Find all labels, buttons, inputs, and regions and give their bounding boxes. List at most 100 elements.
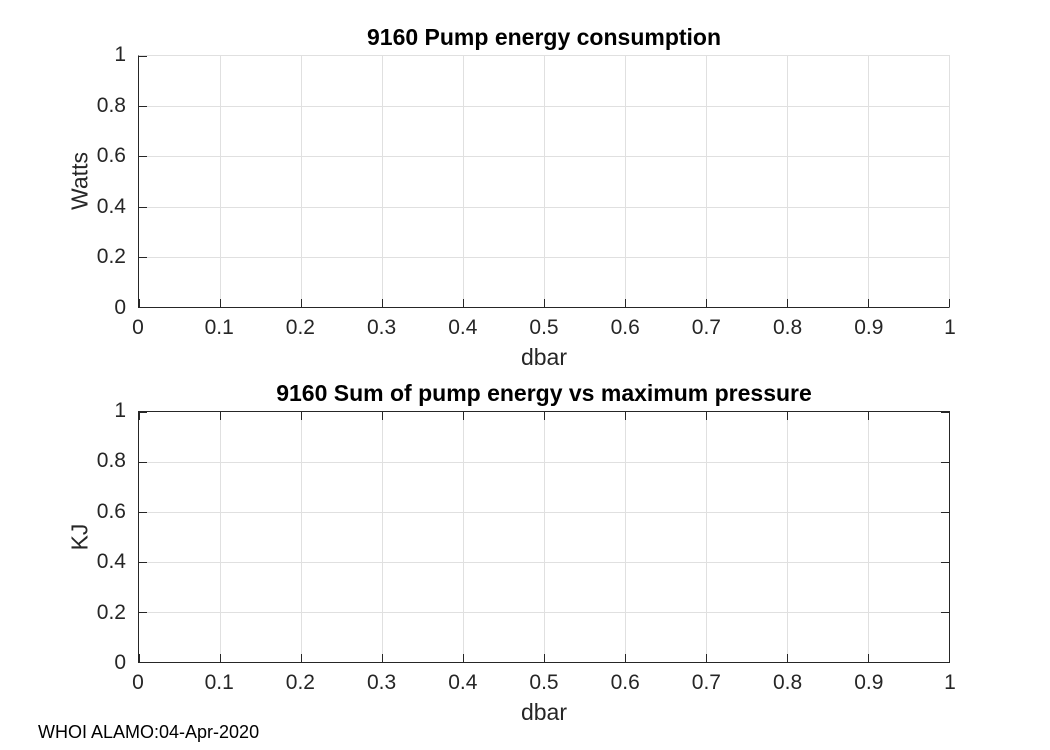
x-tick-mark [706, 412, 707, 420]
y-tick-mark [139, 307, 147, 308]
y-tick-mark [139, 106, 147, 108]
y-gridline [139, 512, 949, 513]
x-gridline [382, 412, 383, 662]
x-tick-label: 1 [944, 316, 956, 339]
x-gridline [706, 412, 707, 662]
y-tick-label: 0.8 [96, 449, 126, 473]
plot2-y-tick-labels: 0 0.2 0.4 0.6 0.8 1 [0, 399, 126, 674]
x-tick-label: 0.4 [448, 671, 478, 694]
x-tick-label: 0.1 [204, 316, 234, 339]
x-tick-mark [139, 412, 140, 420]
x-tick-mark [463, 654, 464, 662]
x-tick-mark [463, 299, 464, 307]
x-gridline [301, 56, 302, 307]
y-gridline [139, 562, 949, 563]
plot2-plot-area [138, 411, 950, 663]
x-tick-label: 0.9 [854, 671, 884, 694]
x-tick-mark [139, 654, 140, 662]
x-gridline [382, 56, 383, 307]
x-tick-mark [949, 299, 950, 307]
y-tick-label: 0.6 [96, 144, 126, 168]
x-tick-mark [625, 299, 626, 307]
x-tick-mark [463, 412, 464, 420]
x-tick-mark [868, 412, 869, 420]
plot1-plot-area [138, 55, 950, 308]
y-tick-mark [139, 462, 147, 463]
x-tick-label: 0.4 [448, 316, 478, 339]
x-gridline [625, 412, 626, 662]
y-gridline [139, 256, 949, 258]
x-tick-label: 0.3 [366, 316, 397, 339]
x-tick-label: 0.2 [285, 671, 315, 694]
x-tick-label: 0.1 [204, 671, 234, 694]
x-tick-mark [787, 654, 788, 662]
x-tick-label: 0.7 [691, 316, 721, 339]
y-tick-label: 0.4 [96, 550, 126, 574]
y-tick-mark [139, 256, 147, 258]
x-tick-mark [787, 412, 788, 420]
x-tick-mark [625, 412, 626, 420]
y-tick-label: 1 [114, 399, 126, 422]
x-tick-mark [706, 654, 707, 662]
x-gridline [868, 56, 869, 307]
plot1-title: 9160 Pump energy consumption [366, 24, 722, 50]
x-gridline [301, 412, 302, 662]
x-tick-mark [382, 412, 383, 420]
x-tick-label: 0.8 [772, 316, 803, 339]
y-tick-label: 0 [114, 296, 126, 319]
y-tick-mark [941, 662, 949, 663]
x-tick-label: 0.5 [529, 316, 559, 339]
x-tick-mark [949, 654, 950, 662]
y-tick-mark [941, 412, 949, 413]
y-tick-label: 0.2 [96, 245, 126, 269]
x-gridline [544, 412, 545, 662]
y-gridline [139, 462, 949, 463]
y-tick-mark [941, 462, 949, 463]
plot1-y-tick-labels: 0 0.2 0.4 0.6 0.8 1 [0, 43, 126, 319]
x-tick-mark [382, 654, 383, 662]
y-tick-mark [139, 662, 147, 663]
x-tick-label: 0.2 [285, 316, 315, 339]
y-tick-mark [941, 612, 949, 613]
x-tick-mark [544, 412, 545, 420]
y-tick-mark [139, 56, 147, 57]
x-tick-mark [301, 654, 302, 662]
y-gridline [139, 612, 949, 613]
x-tick-mark [868, 654, 869, 662]
x-tick-mark [139, 299, 140, 307]
x-tick-mark [544, 299, 545, 307]
x-tick-mark [220, 299, 221, 307]
x-tick-mark [220, 654, 221, 662]
x-tick-mark [382, 299, 383, 307]
y-tick-mark [139, 206, 147, 208]
plot2-x-tick-labels: 0 0.1 0.2 0.3 0.4 0.5 0.6 0.7 0.8 0.9 1 [132, 671, 956, 699]
plot2-title: 9160 Sum of pump energy vs maximum press… [276, 380, 812, 406]
x-gridline [220, 56, 221, 307]
y-tick-mark [139, 156, 147, 158]
x-gridline [625, 56, 626, 307]
x-gridline [787, 412, 788, 662]
x-tick-mark [220, 412, 221, 420]
x-tick-label: 0.6 [610, 316, 640, 339]
x-gridline [463, 412, 464, 662]
x-tick-label: 0.5 [529, 671, 559, 694]
x-gridline [787, 56, 788, 307]
x-gridline [868, 412, 869, 662]
x-tick-mark [301, 299, 302, 307]
x-tick-label: 0 [132, 316, 144, 339]
y-tick-mark [139, 412, 147, 413]
x-tick-mark [301, 412, 302, 420]
x-tick-mark [625, 654, 626, 662]
y-gridline [139, 206, 949, 208]
y-tick-label: 0 [114, 651, 126, 674]
x-tick-label: 0.7 [691, 671, 721, 694]
plot2-x-axis-label: dbar [520, 699, 568, 725]
plot1-x-tick-labels: 0 0.1 0.2 0.3 0.4 0.5 0.6 0.7 0.8 0.9 1 [132, 316, 956, 344]
y-tick-mark [139, 562, 147, 563]
y-tick-label: 0.8 [96, 93, 126, 117]
x-tick-mark [868, 299, 869, 307]
y-tick-mark [941, 562, 949, 563]
x-tick-label: 0.3 [366, 671, 397, 694]
x-tick-mark [787, 299, 788, 307]
x-tick-mark [949, 412, 950, 420]
